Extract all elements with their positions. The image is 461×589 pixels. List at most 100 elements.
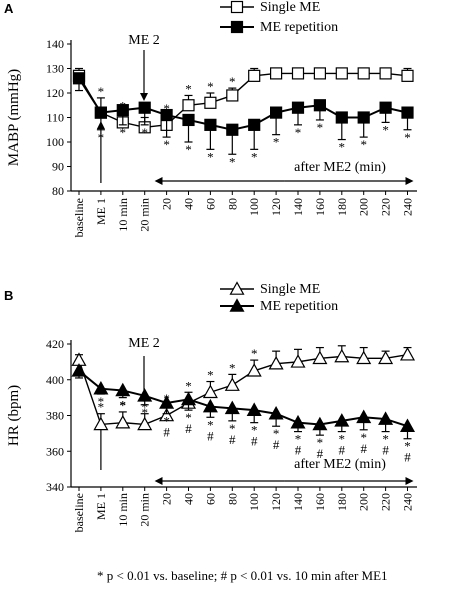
data-point <box>357 67 370 80</box>
legend-label: ME repetition <box>260 20 338 35</box>
data-point <box>313 67 326 80</box>
significance-star: * <box>382 432 389 447</box>
data-point <box>116 104 129 117</box>
significance-star: * <box>251 346 258 361</box>
data-point <box>290 354 306 368</box>
significance-star: * <box>229 74 236 89</box>
x-tick-label: 220 <box>379 493 393 511</box>
y-tick-label: 140 <box>46 37 64 51</box>
legend-marker <box>230 0 244 14</box>
y-tick-label: 360 <box>46 444 64 458</box>
legend-marker <box>229 298 245 312</box>
after-me2-label: after ME2 (min) <box>294 457 386 472</box>
x-tick-label: 200 <box>357 198 371 216</box>
significance-star: * <box>207 368 214 383</box>
me2-label: ME 2 <box>128 336 160 351</box>
series-line <box>78 354 408 426</box>
significance-star: * <box>163 137 170 152</box>
x-tick-label: 40 <box>182 493 196 505</box>
data-point <box>72 72 86 85</box>
significance-star: * <box>251 423 258 438</box>
data-point <box>182 113 195 127</box>
significance-star: * <box>98 394 105 409</box>
significance-star: * <box>251 149 258 164</box>
data-point <box>93 416 109 431</box>
data-point <box>378 411 394 425</box>
data-point <box>137 416 153 431</box>
data-point <box>159 407 175 422</box>
significance-star: * <box>141 405 148 420</box>
significance-star: * <box>273 135 280 150</box>
significance-hash: # <box>317 446 324 461</box>
x-tick-label: 20 <box>160 493 174 505</box>
data-point <box>290 414 306 429</box>
y-tick-label: 340 <box>46 480 64 494</box>
data-point <box>246 363 262 377</box>
series-line <box>78 72 408 129</box>
significance-star: * <box>229 360 236 375</box>
data-point <box>224 400 240 415</box>
x-tick-label: 20 min <box>138 493 152 527</box>
significance-hash: # <box>404 450 411 465</box>
significance-star: * <box>229 154 236 169</box>
data-point <box>334 348 350 363</box>
panel-b: B 340 360 380 400 420 HR (bpm) baseline ME 1 10 m… <box>4 281 417 532</box>
significance-star: * <box>185 81 192 96</box>
y-axis-label: HR (bpm) <box>6 385 22 446</box>
x-tick-label: 80 <box>225 198 239 210</box>
data-point <box>291 101 305 114</box>
data-point <box>401 106 414 119</box>
panel-a: A 80 90 100 110 120 130 140 MABP (mmHg) baseline M… <box>4 0 417 237</box>
significance-star: * <box>339 432 346 447</box>
y-tick-label: 420 <box>46 337 64 351</box>
x-tick-label: 10 min <box>116 198 130 232</box>
data-point <box>204 118 217 131</box>
significance-star: * <box>207 79 214 94</box>
x-tick-label: baseline <box>72 493 86 532</box>
data-point <box>399 418 416 433</box>
significance-hash: # <box>229 432 236 447</box>
significance-star: * <box>207 149 214 164</box>
significance-star: * <box>98 130 105 145</box>
data-point <box>115 414 131 429</box>
significance-star: * <box>404 130 411 145</box>
data-point <box>379 67 392 80</box>
legend-marker <box>229 281 245 295</box>
data-point <box>224 377 240 391</box>
significance-star: * <box>98 400 105 415</box>
data-point <box>202 398 218 413</box>
y-tick-label: 100 <box>46 135 64 149</box>
series-single-me: ******** <box>71 345 416 431</box>
x-tick-label: 20 <box>160 198 174 210</box>
significance-star: * <box>360 137 367 152</box>
series-me-repetition: * * **#*# *# *#*# *# *# *#*#*#*# *# <box>71 363 416 465</box>
x-tick-label: 100 <box>247 198 261 216</box>
x-tick-label: 220 <box>379 198 393 216</box>
data-point <box>246 402 262 416</box>
x-tick-label: 160 <box>313 198 327 216</box>
data-point <box>138 101 151 114</box>
y-tick-label: 380 <box>46 409 64 423</box>
data-point <box>313 99 326 112</box>
significance-star: * <box>120 125 127 140</box>
data-point <box>226 89 239 102</box>
x-tick-label: 240 <box>401 493 415 511</box>
significance-hash: # <box>273 437 280 452</box>
x-tick-label: 160 <box>313 493 327 511</box>
y-tick-label: 120 <box>46 86 64 100</box>
data-point <box>180 391 197 406</box>
legend-label: Single ME <box>260 282 320 297</box>
significance-star: * <box>229 421 236 436</box>
x-tick-label: 200 <box>357 493 371 511</box>
data-point <box>115 382 131 397</box>
significance-hash: # <box>185 421 192 436</box>
series-line <box>78 370 408 428</box>
data-point <box>71 363 87 377</box>
legend-label: ME repetition <box>260 299 338 314</box>
footnote: * p < 0.01 vs. baseline; # p < 0.01 vs. … <box>97 568 388 583</box>
significance-star: * <box>317 435 324 450</box>
significance-star: * <box>339 140 346 155</box>
x-tick-label: 40 <box>182 198 196 210</box>
x-tick-label: 140 <box>291 493 305 511</box>
data-point <box>334 413 350 427</box>
